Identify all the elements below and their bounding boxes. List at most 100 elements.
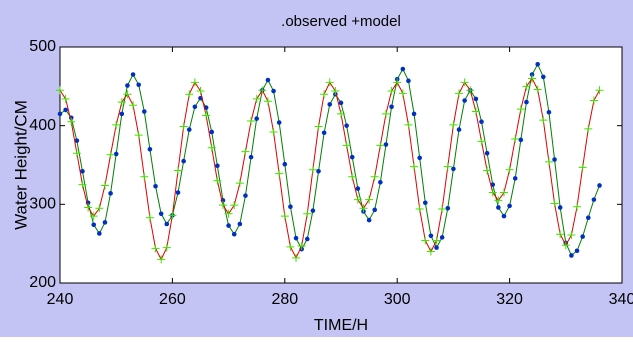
y-tick-label: 500 <box>29 38 56 55</box>
marker-plus <box>95 204 104 213</box>
marker-dot <box>496 205 501 210</box>
marker-plus <box>477 137 486 146</box>
marker-dot <box>512 176 518 181</box>
marker-plus <box>207 143 216 152</box>
marker-plus <box>145 213 154 222</box>
marker-plus <box>230 201 239 210</box>
marker-dot <box>451 166 456 172</box>
marker-dot <box>102 220 108 225</box>
marker-dot <box>552 157 557 162</box>
marker-dot <box>546 109 552 115</box>
marker-plus <box>213 176 222 185</box>
marker-plus <box>292 253 301 262</box>
marker-dot <box>271 88 276 94</box>
marker-dot <box>108 191 113 196</box>
marker-plus <box>78 180 87 189</box>
marker-dot <box>316 168 321 174</box>
marker-plus <box>533 85 542 94</box>
marker-dot <box>74 138 80 143</box>
marker-plus <box>438 205 447 214</box>
marker-dot <box>378 180 383 185</box>
marker-plus <box>415 205 424 214</box>
marker-plus <box>224 209 233 218</box>
marker-plus <box>303 209 312 218</box>
marker-dot <box>400 66 406 72</box>
marker-plus <box>320 90 329 99</box>
marker-plus <box>511 135 520 144</box>
x-tick-label: 340 <box>609 291 633 308</box>
x-axis-label: TIME/H <box>314 317 368 334</box>
marker-dot <box>349 154 355 160</box>
marker-plus <box>528 74 537 83</box>
marker-plus <box>218 201 227 210</box>
marker-plus <box>331 87 340 96</box>
marker-dot <box>417 155 422 161</box>
marker-plus <box>314 122 323 131</box>
marker-dot <box>91 222 97 228</box>
marker-plus <box>567 231 576 240</box>
y-tick-label: 400 <box>29 117 56 134</box>
marker-plus <box>404 120 413 129</box>
marker-plus <box>505 165 514 174</box>
marker-plus <box>286 242 295 251</box>
marker-dot <box>456 127 462 132</box>
marker-plus <box>263 97 272 106</box>
marker-dot <box>147 146 153 152</box>
marker-plus <box>359 204 368 213</box>
marker-dot <box>276 120 282 125</box>
marker-dot <box>248 154 254 160</box>
marker-dot <box>383 142 389 147</box>
marker-plus <box>117 98 126 107</box>
marker-dot <box>310 208 316 213</box>
marker-plus <box>471 107 480 116</box>
marker-plus <box>449 120 458 129</box>
chart-title: .observed +model <box>281 13 401 30</box>
marker-dot <box>215 163 220 169</box>
marker-dot <box>479 119 484 125</box>
marker-dot <box>243 193 248 198</box>
marker-dot <box>355 186 361 191</box>
marker-dot <box>557 205 563 210</box>
marker-plus <box>247 116 256 125</box>
marker-dot <box>254 116 259 121</box>
y-axis-label: Water Height/CM <box>11 100 30 230</box>
marker-dot <box>125 83 130 88</box>
marker-dot <box>535 62 540 67</box>
marker-plus <box>325 78 334 87</box>
marker-plus <box>252 94 261 103</box>
marker-dot <box>524 99 529 105</box>
marker-dot <box>338 100 344 106</box>
marker-plus <box>443 162 452 171</box>
x-tick-label: 240 <box>47 291 74 308</box>
marker-plus <box>432 236 441 245</box>
marker-plus <box>269 127 278 136</box>
marker-dot <box>321 130 327 136</box>
marker-plus <box>556 230 565 239</box>
marker-dot <box>541 74 546 80</box>
marker-dot <box>186 127 192 132</box>
marker-dot <box>507 203 512 209</box>
marker-plus <box>67 117 76 126</box>
marker-dot <box>97 231 102 236</box>
marker-plus <box>202 111 211 120</box>
marker-plus <box>455 89 464 98</box>
plot-area <box>59 46 623 284</box>
marker-dot <box>231 231 237 237</box>
marker-dot <box>406 78 411 84</box>
marker-dot <box>423 200 428 206</box>
marker-plus <box>393 78 402 87</box>
marker-plus <box>494 196 503 205</box>
marker-dot <box>130 72 136 77</box>
marker-plus <box>550 199 559 208</box>
marker-plus <box>129 101 138 110</box>
marker-plus <box>483 166 492 175</box>
marker-plus <box>174 166 183 175</box>
marker-dot <box>501 213 507 219</box>
marker-dot <box>484 150 490 156</box>
y-tick-label: 300 <box>29 196 56 213</box>
marker-plus <box>308 165 317 174</box>
marker-dot <box>569 253 574 258</box>
marker-dot <box>57 111 63 117</box>
marker-dot <box>119 111 125 117</box>
